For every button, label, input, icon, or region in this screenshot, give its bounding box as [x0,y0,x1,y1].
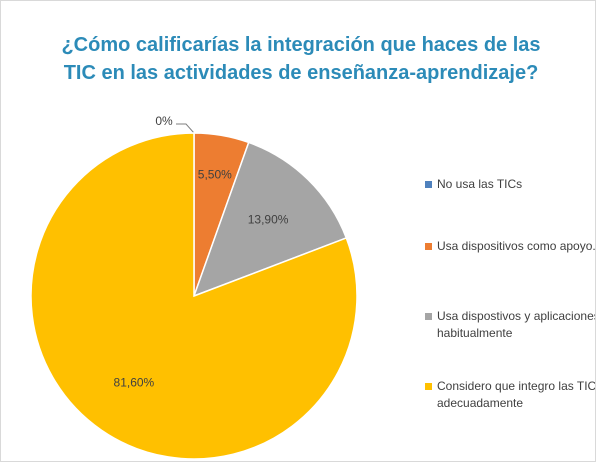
legend-label: No usa las TICs [437,177,523,191]
legend-swatch [425,313,432,320]
data-label: 13,90% [248,212,289,226]
data-label: 81,60% [114,375,155,389]
legend-label: Usa dispositivos como apoyo. [437,239,596,253]
legend-label: Usa dispostivos y aplicaciones habitualm… [437,309,596,340]
pie-slice [30,132,358,460]
legend-swatch [425,383,432,390]
chart-title: ¿Cómo calificarías la integración que ha… [61,34,541,84]
legend-swatch [425,181,432,188]
legend-swatch [425,243,432,250]
legend-label: Considero que integro las TIC adecuadame… [437,379,596,410]
data-label: 0% [155,114,173,128]
pie-slice [192,141,348,298]
leader-line [176,123,195,134]
data-label: 5,50% [198,168,232,182]
